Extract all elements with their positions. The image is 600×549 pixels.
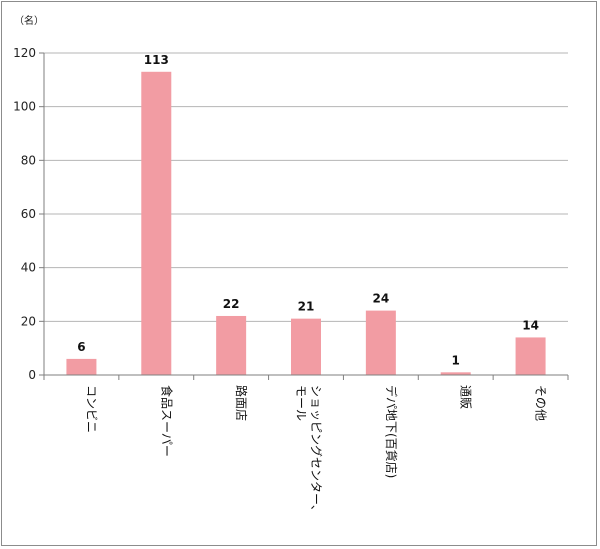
- y-axis: 0 20 40 60 80 100 120: [13, 46, 45, 382]
- category-label: 路面店: [234, 385, 249, 421]
- bar: [365, 310, 396, 375]
- category-label: その他: [534, 385, 548, 421]
- bar: [291, 318, 321, 375]
- data-label: 14: [522, 318, 539, 332]
- data-label: 21: [298, 300, 315, 314]
- data-label: 1: [452, 353, 460, 367]
- y-tick-label: 40: [21, 261, 36, 275]
- bar: [515, 337, 546, 375]
- x-axis: [43, 374, 569, 380]
- bar: [440, 372, 471, 375]
- category-label: デパ地下(百貨店): [384, 385, 399, 478]
- category-label: 食品スーパー: [159, 385, 174, 457]
- data-label: 113: [144, 53, 169, 67]
- category-label: 通販: [459, 385, 473, 409]
- y-tick-label: 60: [21, 207, 36, 221]
- y-tick-label: 120: [13, 46, 36, 60]
- category-label: ショッピングセンター、: [309, 385, 323, 517]
- bar: [216, 315, 247, 375]
- bar: [66, 358, 97, 375]
- y-unit-label: （名）: [14, 14, 44, 27]
- data-labels: 6 113 22 21 24 1 14: [77, 53, 539, 368]
- data-label: 6: [77, 340, 85, 354]
- category-labels: コンビニ 食品スーパー 路面店 ショッピングセンター、モール デパ地下(百貨店) 通販 その…: [84, 385, 547, 517]
- category-label: モール: [294, 385, 308, 421]
- y-tick-label: 100: [13, 100, 36, 114]
- data-label: 24: [373, 292, 390, 306]
- category-label: コンビニ: [84, 385, 98, 433]
- bars: [66, 71, 546, 376]
- y-tick-label: 20: [21, 314, 36, 328]
- bar: [141, 71, 172, 376]
- gridlines: [44, 52, 568, 322]
- y-tick-label: 0: [28, 368, 36, 382]
- data-label: 22: [223, 297, 240, 311]
- y-tick-label: 80: [21, 153, 36, 167]
